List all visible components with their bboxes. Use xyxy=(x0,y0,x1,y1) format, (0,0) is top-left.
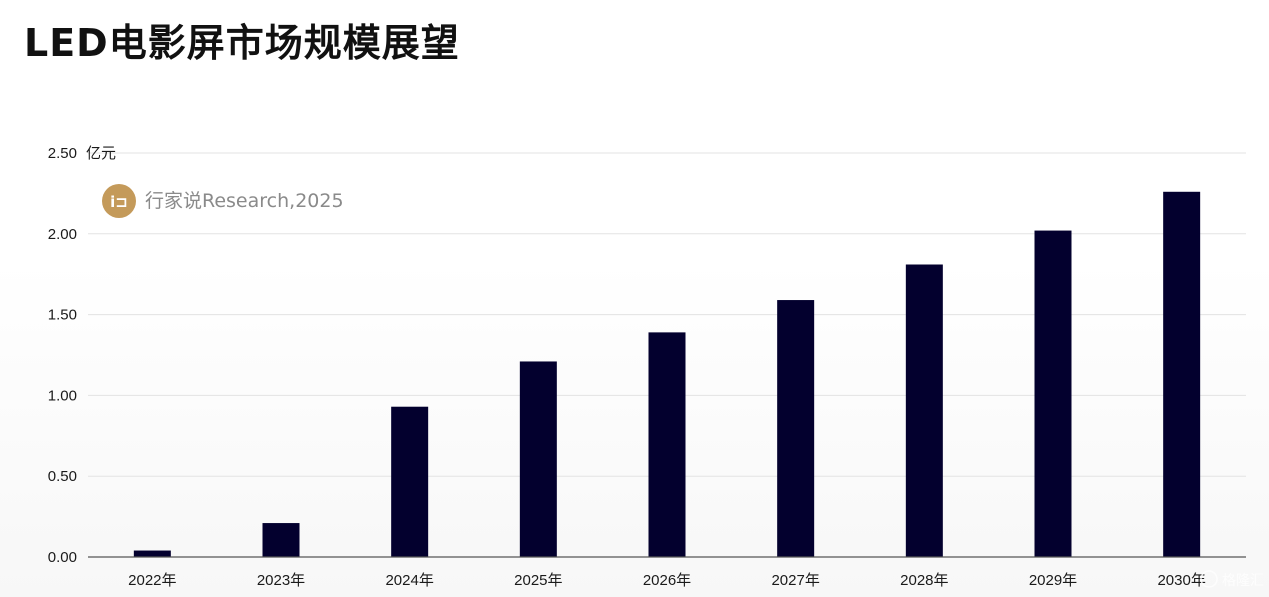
x-tick-label: 2025年 xyxy=(514,572,562,589)
source-logo-icon: i⊐ xyxy=(102,184,136,218)
y-tick-label: 1.00 xyxy=(48,387,77,404)
x-tick-label: 2027年 xyxy=(771,572,819,589)
y-tick-label: 0.50 xyxy=(48,468,77,485)
chart-title: LED电影屏市场规模展望 xyxy=(24,21,460,65)
y-tick-label: 0.00 xyxy=(48,549,77,566)
x-tick-label: 2023年 xyxy=(257,572,305,589)
x-tick-label: 2024年 xyxy=(385,572,433,589)
source-label: 行家说Research,2025 xyxy=(145,190,344,212)
x-tick-label: 2026年 xyxy=(643,572,691,589)
bar-2027年 xyxy=(777,300,815,557)
x-tick-label: 2022年 xyxy=(128,572,176,589)
y-axis-unit-label: 亿元 xyxy=(86,144,116,162)
bar-2024年 xyxy=(391,406,429,557)
x-tick-label: 2030年 xyxy=(1157,572,1205,589)
bar-2029年 xyxy=(1034,230,1072,557)
y-tick-label: 2.00 xyxy=(48,226,77,243)
y-tick-label: 1.50 xyxy=(48,307,77,324)
x-tick-label: 2028年 xyxy=(900,572,948,589)
bar-2030年 xyxy=(1163,191,1201,557)
bar-2028年 xyxy=(905,264,943,557)
watermark-text: 格隆汇 xyxy=(1222,573,1264,589)
watermark: 格隆汇 xyxy=(1200,570,1264,589)
x-axis-ticks: 2022年 2023年 2024年 2025年 2026年 2027年 2028年 2029年… xyxy=(128,572,1206,589)
bar-2025年 xyxy=(519,361,557,557)
x-tick-label: 2029年 xyxy=(1029,572,1077,589)
y-axis-ticks: 0.00 0.50 1.00 1.50 2.00 2.50 xyxy=(48,145,77,566)
bars xyxy=(133,191,1201,557)
bar-2023年 xyxy=(262,523,300,557)
svg-text:i⊐: i⊐ xyxy=(110,193,128,211)
y-tick-label: 2.50 xyxy=(48,145,77,162)
bar-2022年 xyxy=(133,550,171,557)
bar-2026年 xyxy=(648,332,686,557)
